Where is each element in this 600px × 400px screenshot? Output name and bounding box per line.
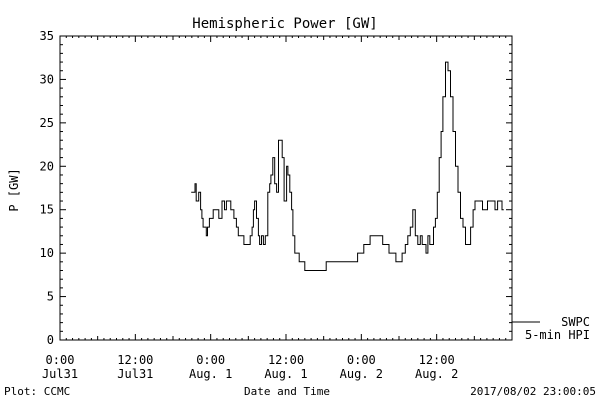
x-axis-label: Date and Time xyxy=(244,385,330,398)
legend-swpc-label: SWPC xyxy=(561,315,590,329)
x-tick-date-label: Aug. 1 xyxy=(264,367,307,381)
legend-hpi-label: 5-min HPI xyxy=(525,328,590,342)
y-tick-label: 15 xyxy=(40,203,54,217)
y-tick-label: 0 xyxy=(47,333,54,347)
y-axis-label: P [GW] xyxy=(7,168,21,211)
x-tick-time-label: 0:00 xyxy=(196,353,225,367)
x-tick-time-label: 12:00 xyxy=(117,353,153,367)
series-group xyxy=(191,61,504,271)
y-tick-label: 25 xyxy=(40,116,54,130)
footer-plot-credit: Plot: CCMC xyxy=(4,385,70,398)
axes xyxy=(59,35,513,341)
x-tick-time-label: 0:00 xyxy=(347,353,376,367)
footer-timestamp: 2017/08/02 23:00:05 xyxy=(470,385,596,398)
x-tick-time-label: 12:00 xyxy=(268,353,304,367)
plot-frame xyxy=(59,35,513,341)
y-tick-label: 5 xyxy=(47,290,54,304)
y-tick-label: 20 xyxy=(40,159,54,173)
x-tick-date-label: Jul31 xyxy=(117,367,153,381)
x-tick-date-label: Aug. 2 xyxy=(415,367,458,381)
x-tick-time-label: 12:00 xyxy=(419,353,455,367)
chart-title: Hemispheric Power [GW] xyxy=(192,16,377,32)
series-line-hpi xyxy=(191,61,504,271)
x-tick-date-label: Jul31 xyxy=(42,367,78,381)
x-tick-time-label: 0:00 xyxy=(46,353,75,367)
y-tick-label: 35 xyxy=(40,29,54,43)
x-tick-date-label: Aug. 2 xyxy=(340,367,383,381)
y-axis-ticks: 0 5 10 15 20 25 30 35 xyxy=(40,29,512,347)
y-tick-label: 30 xyxy=(40,72,54,86)
y-tick-label: 10 xyxy=(40,246,54,260)
x-tick-date-label: Aug. 1 xyxy=(189,367,232,381)
